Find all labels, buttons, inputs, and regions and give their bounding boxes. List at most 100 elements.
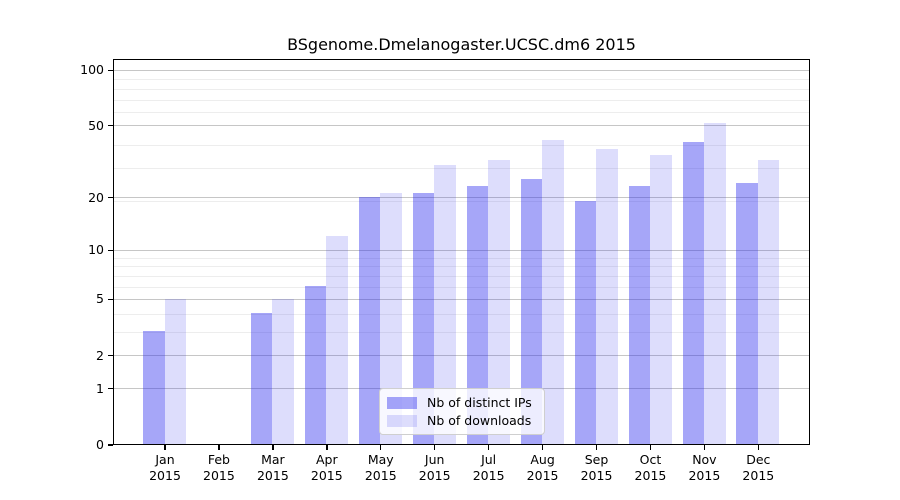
x-tick-month: Jul <box>481 452 497 467</box>
x-tick-label-mar: Mar 2015 <box>245 452 301 483</box>
y-tick-label: 100 <box>80 62 104 78</box>
y-tick-label: 0 <box>96 437 104 452</box>
x-tick-label-oct: Oct 2015 <box>622 452 678 483</box>
x-tick-year: 2015 <box>149 467 181 483</box>
x-tick-label-apr: Apr 2015 <box>299 452 355 483</box>
bar-nov-downloads <box>704 123 726 444</box>
x-tick-year: 2015 <box>364 467 397 483</box>
y-tick-mark <box>108 197 113 199</box>
x-tick-mark <box>272 445 274 450</box>
x-tick-mark <box>164 445 166 450</box>
bar-jun-downloads <box>434 165 456 444</box>
x-tick-year: 2015 <box>580 467 613 483</box>
x-tick-label-dec: Dec 2015 <box>730 452 786 483</box>
gridline-minor <box>114 313 809 315</box>
y-tick-mark <box>108 298 113 301</box>
x-tick-label-jun: Jun 2015 <box>407 452 463 483</box>
bar-may-distinct-ips <box>358 196 381 444</box>
legend-item-distinct-ips: Nb of distinct IPs <box>387 394 544 412</box>
gridline-minor <box>114 88 809 90</box>
gridline-major <box>114 299 809 301</box>
x-tick-mark <box>757 445 760 450</box>
legend-swatch-downloads-icon <box>387 414 417 427</box>
x-tick-month: Nov <box>692 452 717 467</box>
bar-aug-distinct-ips <box>520 179 543 444</box>
bar-nov-distinct-ips <box>682 142 704 444</box>
bar-oct-downloads <box>650 155 672 444</box>
chart-title: BSgenome.Dmelanogaster.UCSC.dm6 2015 <box>287 35 636 54</box>
x-tick-month: Dec <box>746 452 771 467</box>
bar-jul-distinct-ips <box>466 185 489 444</box>
gridline-minor <box>114 266 809 268</box>
y-tick-mark <box>108 125 113 127</box>
plot-area <box>113 59 810 445</box>
x-tick-label-aug: Aug 2015 <box>515 452 571 483</box>
x-tick-month: Aug <box>530 452 555 467</box>
bar-jan-downloads <box>164 298 187 444</box>
x-tick-mark <box>649 445 652 450</box>
gridline-minor <box>114 99 809 101</box>
x-tick-mark <box>541 445 544 450</box>
x-tick-month: Feb <box>207 452 230 467</box>
gridline-major <box>114 69 809 71</box>
x-tick-month: Apr <box>316 452 338 467</box>
gridline-major <box>114 249 809 251</box>
x-tick-label-may: May 2015 <box>353 452 409 483</box>
bar-mar-downloads <box>272 298 294 444</box>
y-tick-label: 50 <box>88 117 104 133</box>
legend: Nb of distinct IPs Nb of downloads <box>379 388 545 435</box>
legend-item-downloads: Nb of downloads <box>387 412 544 430</box>
y-tick-label: 2 <box>96 347 104 363</box>
x-tick-year: 2015 <box>418 467 451 483</box>
bar-jun-distinct-ips <box>412 192 435 444</box>
bar-dec-distinct-ips <box>736 182 758 444</box>
bar-apr-distinct-ips <box>304 285 327 444</box>
bar-sep-distinct-ips <box>574 200 597 444</box>
x-tick-month: May <box>367 452 394 467</box>
legend-label-distinct-ips: Nb of distinct IPs <box>427 395 532 410</box>
bar-aug-downloads <box>542 140 564 444</box>
y-tick-mark <box>108 444 113 446</box>
bar-dec-downloads <box>757 160 780 444</box>
gridline-minor <box>114 275 809 277</box>
y-tick-mark <box>108 249 113 251</box>
gridline-minor <box>114 286 809 288</box>
y-tick-label: 5 <box>96 291 104 307</box>
gridline-minor <box>114 145 809 146</box>
gridline-major <box>114 355 809 357</box>
x-tick-mark <box>380 445 382 450</box>
x-tick-year: 2015 <box>688 467 721 483</box>
x-tick-label-nov: Nov 2015 <box>676 452 732 483</box>
x-tick-year: 2015 <box>256 467 289 483</box>
bar-sep-downloads <box>596 148 618 444</box>
y-tick-label: 20 <box>88 189 104 205</box>
bar-mar-distinct-ips <box>250 313 273 444</box>
bar-may-downloads <box>380 192 402 444</box>
x-tick-month: Jun <box>424 452 445 467</box>
gridline-major <box>114 197 809 199</box>
x-tick-month: Sep <box>584 452 609 467</box>
y-tick-label: 1 <box>96 380 104 396</box>
y-tick-mark <box>108 355 113 357</box>
x-tick-year: 2015 <box>203 467 235 483</box>
bar-apr-downloads <box>326 235 348 444</box>
bar-jan-distinct-ips <box>143 331 165 444</box>
gridline-minor <box>114 168 809 170</box>
bar-jul-downloads <box>488 160 510 444</box>
x-tick-year: 2015 <box>310 467 343 483</box>
x-tick-month: Oct <box>639 452 662 467</box>
x-tick-year: 2015 <box>634 467 667 483</box>
y-tick-mark <box>108 69 113 71</box>
gridline-minor <box>114 257 809 259</box>
x-tick-mark <box>595 445 598 450</box>
x-tick-label-sep: Sep 2015 <box>569 452 625 483</box>
x-tick-mark <box>488 445 490 450</box>
gridline-minor <box>114 79 809 81</box>
x-tick-mark <box>218 445 220 450</box>
x-tick-year: 2015 <box>472 467 505 483</box>
x-tick-mark <box>703 445 706 450</box>
y-tick-label: 10 <box>88 242 104 258</box>
x-tick-mark <box>326 445 328 450</box>
x-tick-year: 2015 <box>526 467 559 483</box>
